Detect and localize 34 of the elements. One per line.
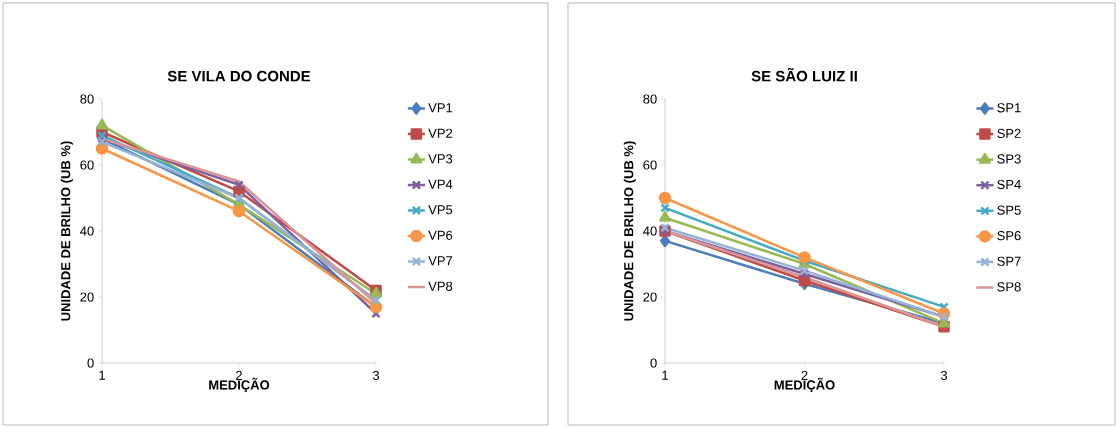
x-tick-label: 1 <box>99 370 105 380</box>
legend-label: SP7 <box>997 256 1021 266</box>
y-tick-label: 40 <box>80 226 94 236</box>
x-tick-label: 3 <box>940 370 948 380</box>
x-tick-label: 1 <box>662 370 668 380</box>
y-tick-label: 60 <box>80 160 94 170</box>
y-tick-label: 80 <box>80 94 94 104</box>
legend-label: VP8 <box>428 281 453 291</box>
y-tick-label: 20 <box>643 292 657 302</box>
legend-label: SP2 <box>997 128 1021 138</box>
y-tick-label: 20 <box>80 292 94 302</box>
y-tick-label: 60 <box>643 160 657 170</box>
legend-label: VP5 <box>428 205 453 215</box>
y-tick-label: 0 <box>650 358 657 368</box>
chart-title: SE SÃO LUIZ II <box>751 67 857 82</box>
y-tick-label: 80 <box>643 94 657 104</box>
legend-label: SP6 <box>997 231 1021 241</box>
legend-label: VP6 <box>428 230 453 240</box>
legend-label: SP8 <box>997 282 1021 292</box>
legend-label: SP4 <box>997 179 1021 190</box>
legend-label: VP4 <box>428 179 453 189</box>
x-tick-label: 3 <box>372 370 380 380</box>
legend-label: VP7 <box>428 256 453 266</box>
legend-label: VP2 <box>428 128 453 138</box>
legend-label: VP3 <box>428 154 453 164</box>
y-tick-label: 0 <box>87 358 94 368</box>
legend-label: VP1 <box>428 103 453 113</box>
y-tick-label: 40 <box>643 226 657 236</box>
legend-label: SP1 <box>997 103 1021 113</box>
legend-label: SP3 <box>997 154 1021 164</box>
chart-title: SE VILA DO CONDE <box>167 70 311 82</box>
legend-label: SP5 <box>997 205 1021 215</box>
y-axis-title: UNIDADE DE BRILHO (UB %) <box>60 141 73 321</box>
y-axis-title: UNIDADE DE BRILHO (UB %) <box>623 141 636 321</box>
